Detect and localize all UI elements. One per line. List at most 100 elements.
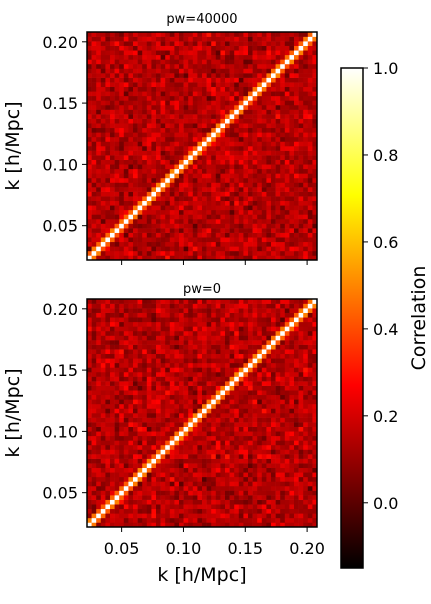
- heatmap-cell: [261, 381, 267, 386]
- heatmap-cell: [211, 228, 217, 233]
- heatmap-cell: [174, 173, 180, 179]
- heatmap-cell: [105, 522, 111, 528]
- heatmap-cell: [87, 413, 92, 418]
- heatmap-cell: [271, 223, 276, 229]
- heatmap-cell: [234, 431, 240, 437]
- heatmap-cell: [110, 36, 115, 42]
- heatmap-cell: [289, 522, 295, 528]
- heatmap-cell: [206, 326, 212, 332]
- heatmap-cell: [257, 321, 263, 327]
- heatmap-cell: [229, 481, 235, 487]
- heatmap-cell: [151, 330, 157, 336]
- heatmap-cell: [123, 321, 129, 327]
- heatmap-cell: [183, 200, 189, 206]
- heatmap-cell: [114, 173, 120, 179]
- heatmap-cell: [179, 232, 184, 238]
- heatmap-cell: [151, 228, 157, 233]
- heatmap-cell: [100, 353, 106, 359]
- heatmap-cell: [261, 458, 267, 464]
- heatmap-cell: [105, 517, 111, 523]
- heatmap-cell: [303, 200, 309, 206]
- heatmap-cell: [206, 303, 212, 309]
- heatmap-cell: [303, 504, 309, 510]
- heatmap-cell: [215, 209, 221, 215]
- heatmap-cell: [165, 45, 171, 51]
- heatmap-cell: [261, 91, 267, 97]
- heatmap-cell: [151, 146, 157, 151]
- heatmap-cell: [142, 303, 148, 309]
- heatmap-cell: [238, 91, 244, 97]
- heatmap-cell: [100, 54, 106, 60]
- heatmap-cell: [123, 403, 129, 409]
- heatmap-cell: [312, 381, 318, 386]
- heatmap-cell: [179, 114, 184, 119]
- heatmap-cell: [238, 54, 244, 60]
- heatmap-cell: [229, 36, 235, 42]
- heatmap-cell: [202, 146, 207, 151]
- heatmap-cell: [243, 463, 249, 469]
- heatmap-cell: [137, 232, 143, 238]
- heatmap-cell: [303, 312, 309, 318]
- heatmap-cell: [151, 317, 157, 323]
- heatmap-cell: [220, 209, 226, 215]
- heatmap-cell: [298, 463, 304, 469]
- heatmap-cell: [156, 86, 161, 92]
- heatmap-cell: [133, 522, 138, 528]
- heatmap-cell: [220, 136, 226, 142]
- heatmap-cell: [100, 367, 106, 373]
- heatmap-cell: [275, 394, 281, 400]
- heatmap-cell: [289, 146, 295, 151]
- heatmap-cell: [128, 444, 134, 450]
- heatmap-cell: [312, 255, 318, 261]
- heatmap-cell: [123, 250, 129, 256]
- heatmap-cell: [142, 394, 148, 400]
- heatmap-cell: [215, 168, 221, 174]
- heatmap-cell: [225, 308, 230, 313]
- heatmap-cell: [275, 344, 281, 350]
- heatmap-cell: [271, 123, 276, 129]
- heatmap-cell: [96, 435, 102, 441]
- heatmap-cell: [123, 100, 129, 106]
- heatmap-cell: [206, 255, 212, 261]
- heatmap-cell: [87, 321, 92, 327]
- heatmap-cell: [220, 312, 226, 318]
- heatmap-cell: [96, 508, 102, 514]
- heatmap-cell: [137, 303, 143, 309]
- heatmap-cell: [252, 41, 258, 46]
- heatmap-cell: [114, 223, 120, 229]
- heatmap-cell: [169, 200, 175, 206]
- heatmap-cell: [298, 349, 304, 355]
- heatmap-cell: [257, 330, 263, 336]
- heatmap-cell: [298, 504, 304, 510]
- heatmap-cell: [165, 77, 171, 83]
- heatmap-cell: [271, 73, 276, 78]
- heatmap-cell: [252, 362, 258, 368]
- heatmap-cell: [169, 241, 175, 247]
- heatmap-cell: [133, 118, 138, 124]
- heatmap-cell: [119, 77, 125, 83]
- heatmap-cell: [165, 440, 171, 446]
- heatmap-cell: [183, 104, 189, 110]
- heatmap-cell: [284, 114, 290, 119]
- heatmap-cell: [211, 182, 217, 188]
- heatmap-cell: [123, 467, 129, 473]
- heatmap-cell: [183, 250, 189, 256]
- heatmap-cell: [105, 118, 111, 124]
- heatmap-cell: [298, 82, 304, 88]
- heatmap-cell: [100, 321, 106, 327]
- heatmap-cell: [192, 187, 198, 192]
- heatmap-cell: [248, 241, 253, 247]
- heatmap-cell: [119, 517, 125, 523]
- heatmap-cell: [280, 95, 286, 101]
- heatmap-cell: [284, 321, 290, 327]
- heatmap-cell: [211, 54, 217, 60]
- heatmap-cell: [220, 426, 226, 432]
- heatmap-cell: [211, 100, 217, 106]
- heatmap-cell: [271, 159, 276, 165]
- heatmap-cell: [271, 399, 276, 405]
- heatmap-cell: [105, 100, 111, 106]
- heatmap-cell: [91, 150, 97, 156]
- heatmap-cell: [243, 495, 249, 500]
- heatmap-cell: [160, 205, 166, 211]
- heatmap-cell: [215, 394, 221, 400]
